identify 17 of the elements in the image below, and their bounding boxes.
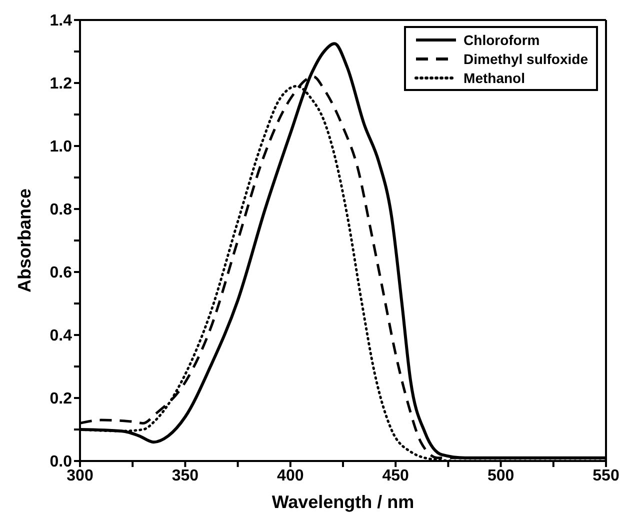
y-tick-label: 0.8 [50,202,72,219]
y-tick-label: 0.6 [50,264,72,282]
y-tick-label: 1.4 [50,12,72,30]
x-tick-label: 350 [172,467,199,484]
y-tick-label: 0.2 [50,390,72,408]
y-tick-label: 0.4 [50,328,72,345]
legend-label: Dimethyl sulfoxide [464,50,588,66]
x-tick-label: 500 [487,467,514,484]
y-tick-label: 1.0 [50,138,72,156]
x-tick-label: 450 [382,467,410,484]
legend-label: Methanol [464,70,525,86]
legend-label: Chloroform [464,32,540,48]
x-tick-label: 400 [277,467,304,484]
x-tick-label: 550 [592,467,620,484]
y-axis-title: Absorbance [14,188,34,293]
x-axis-title: Wavelength / nm [272,492,414,512]
y-tick-label: 1.2 [50,76,72,93]
